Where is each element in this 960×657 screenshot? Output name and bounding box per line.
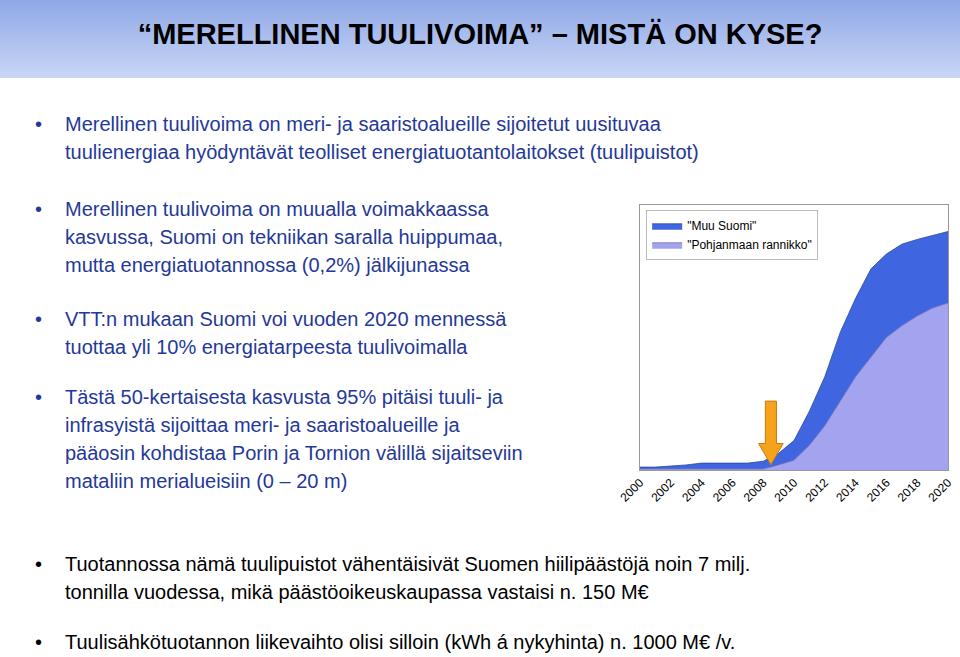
svg-text:2014: 2014 <box>833 476 862 505</box>
html-text:Tästä 50-kertaisesta kasvusta: Tästä 50-kertaisesta kasvusta 95% pitäis… <box>65 386 503 408</box>
html-text:Tuotannossa nämä tuulipuistot: Tuotannossa nämä tuulipuistot vähentäisi… <box>65 553 751 575</box>
html-text:mutta energiatuotannossa (0,2%: mutta energiatuotannossa (0,2%) jälkijun… <box>65 254 470 276</box>
html-text:tonnilla vuodessa, mikä päästö: tonnilla vuodessa, mikä päästöoikeuskaup… <box>65 581 649 603</box>
html-text:infrasyistä sijoittaa meri- ja: infrasyistä sijoittaa meri- ja saaristoa… <box>65 414 460 436</box>
svg-text:2000: 2000 <box>618 476 647 505</box>
svg-text:2004: 2004 <box>679 476 708 505</box>
html-text:kasvussa, Suomi on tekniikan s: kasvussa, Suomi on tekniikan saralla hui… <box>65 226 503 248</box>
svg-text:2006: 2006 <box>710 476 739 505</box>
html-text:tuulienergiaa hyödyntävät teol: tuulienergiaa hyödyntävät teolliset ener… <box>65 141 699 163</box>
svg-text:2012: 2012 <box>802 476 831 505</box>
svg-text:"Muu Suomi": "Muu Suomi" <box>687 219 756 233</box>
svg-text:"Pohjanmaan rannikko": "Pohjanmaan rannikko" <box>687 238 812 252</box>
html-text:Merellinen tuulivoima on meri-: Merellinen tuulivoima on meri- ja saaris… <box>65 113 661 135</box>
svg-text:2008: 2008 <box>741 476 770 505</box>
html-text:VTT:n mukaan Suomi voi vuoden: VTT:n mukaan Suomi voi vuoden 2020 menne… <box>65 308 507 330</box>
svg-text:2018: 2018 <box>895 476 924 505</box>
html-text:pääosin kohdistaa Porin ja Tor: pääosin kohdistaa Porin ja Tornion välil… <box>65 442 523 464</box>
svg-text:2002: 2002 <box>648 476 677 505</box>
html-text:tuottaa yli 10% energiatarpees: tuottaa yli 10% energiatarpeesta tuulivo… <box>65 336 468 358</box>
svg-text:2020: 2020 <box>926 476 955 505</box>
html-text:“MERELLINEN TUULIVOIMA” – MIST: “MERELLINEN TUULIVOIMA” – MISTÄ ON KYSE? <box>137 18 823 50</box>
html-text:Tuulisähkötuotannon liikevaiht: Tuulisähkötuotannon liikevaihto olisi si… <box>65 631 736 653</box>
svg-text:2010: 2010 <box>772 476 801 505</box>
svg-text:2016: 2016 <box>864 476 893 505</box>
html-text:mataliin merialueisiin (0 – 20: mataliin merialueisiin (0 – 20 m) <box>65 470 348 492</box>
html-text:Merellinen tuulivoima on muual: Merellinen tuulivoima on muualla voimakk… <box>65 198 489 220</box>
